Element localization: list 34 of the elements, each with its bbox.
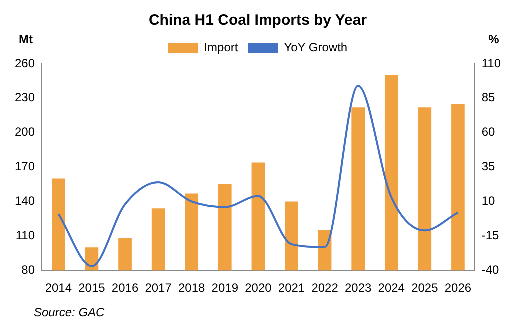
- y-tick-label: 110: [16, 228, 36, 242]
- y2-axis-title: %: [488, 32, 500, 46]
- y2-tick-label: 110: [482, 56, 502, 70]
- y-tick-label: 80: [22, 262, 36, 277]
- x-tick-label: 2014: [45, 281, 72, 296]
- x-tick-label: 2022: [312, 281, 339, 296]
- x-tick-label: 2024: [378, 281, 406, 296]
- x-tick-label: 2021: [278, 281, 306, 296]
- legend-label: YoY Growth: [284, 40, 348, 54]
- legend-label: Import: [204, 40, 239, 54]
- y2-tick-label: -40: [482, 262, 500, 277]
- x-tick-label: 2016: [112, 281, 139, 296]
- x-tick-label: 2023: [344, 281, 372, 296]
- y-tick-label: 170: [14, 160, 36, 174]
- y2-tick-label: 10: [482, 194, 496, 208]
- y-tick-label: 200: [14, 125, 36, 140]
- y-tick-label: 230: [14, 90, 36, 105]
- y2-tick-label: 60: [482, 125, 496, 140]
- x-tick-label: 2015: [78, 281, 106, 296]
- x-tick-label: 2026: [444, 281, 472, 296]
- y-tick-label: 260: [14, 56, 36, 70]
- chart-title: China H1 Coal Imports by Year: [148, 12, 368, 30]
- y-tick-label: 140: [14, 194, 36, 208]
- x-tick-label: 2019: [212, 281, 239, 296]
- source-note: Source: GAC: [34, 305, 106, 320]
- x-tick-label: 2018: [178, 281, 206, 296]
- x-tick-label: 2025: [412, 281, 439, 296]
- y2-tick-label: -15: [482, 228, 500, 242]
- x-tick-label: 2017: [145, 281, 172, 296]
- x-tick-label: 2020: [245, 281, 272, 296]
- y2-tick-label: 35: [482, 160, 496, 174]
- line-series: [58, 85, 460, 268]
- y-axis-title: Mt: [19, 32, 33, 46]
- y2-tick-label: 85: [482, 90, 496, 105]
